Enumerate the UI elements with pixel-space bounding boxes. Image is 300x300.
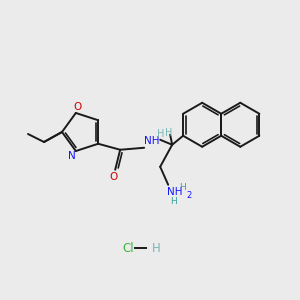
Text: NH: NH — [144, 136, 160, 146]
Text: 2: 2 — [187, 191, 192, 200]
Text: Cl: Cl — [122, 242, 134, 254]
Text: O: O — [74, 102, 82, 112]
Text: H: H — [179, 183, 186, 192]
Text: H: H — [166, 128, 173, 138]
Text: H: H — [158, 129, 165, 139]
Text: O: O — [109, 172, 117, 182]
Text: NH: NH — [167, 187, 183, 197]
Text: H: H — [152, 242, 161, 254]
Text: H: H — [170, 197, 177, 206]
Text: N: N — [68, 151, 76, 161]
